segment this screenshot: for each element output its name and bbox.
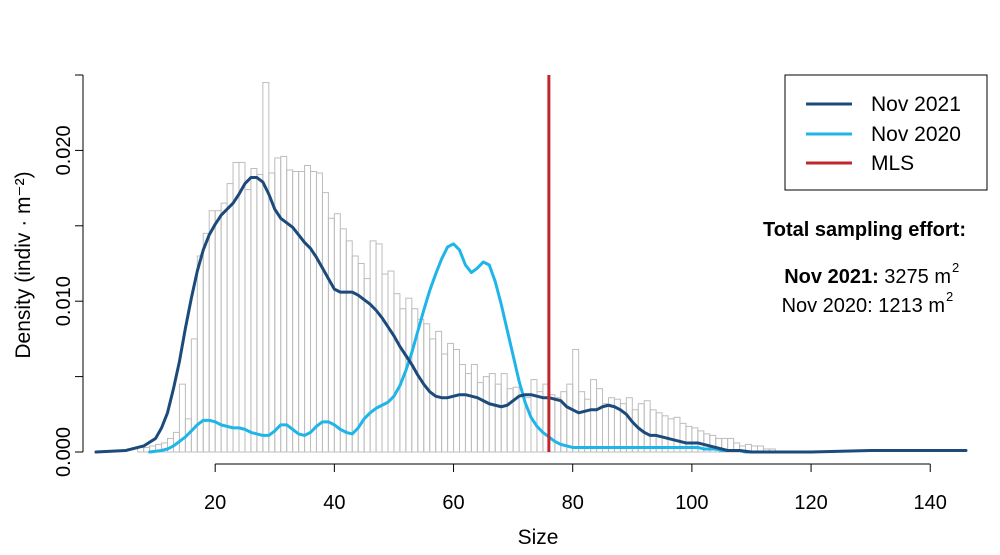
- histogram-bar: [238, 161, 246, 453]
- histogram-bar: [381, 273, 389, 453]
- histogram-bar: [250, 168, 258, 453]
- histogram-bar: [596, 388, 604, 453]
- histogram-bar: [602, 403, 609, 453]
- histogram-bar: [292, 171, 300, 453]
- histogram-bar: [280, 155, 288, 453]
- histogram-bar: [441, 353, 449, 453]
- x-axis-label: Size: [518, 526, 559, 549]
- histogram-bar: [453, 348, 460, 453]
- histogram-bar: [256, 174, 264, 453]
- histogram-bar: [226, 183, 234, 453]
- x-tick-label: 140: [914, 492, 947, 514]
- effort-nov-2020: Nov 2020: 1213 m: [782, 295, 945, 317]
- histogram-bar: [310, 171, 317, 453]
- histogram-bar: [500, 373, 508, 453]
- series-line-nov-2021: [94, 176, 968, 454]
- histogram-bar: [321, 192, 329, 453]
- histogram-bar: [232, 161, 240, 453]
- histogram-bar: [435, 330, 443, 453]
- histogram-bar: [488, 373, 496, 453]
- histogram-bar: [464, 373, 472, 453]
- histogram-bar: [631, 409, 639, 453]
- x-tick-label: 20: [204, 492, 226, 514]
- histogram-bar: [458, 364, 466, 453]
- histogram-bar: [208, 210, 216, 453]
- y-tick-label: 0.000: [53, 427, 75, 477]
- density-curves: [94, 176, 968, 454]
- histogram-bar: [625, 397, 633, 453]
- effort-nov-2021-value: 3275 m: [879, 266, 951, 288]
- histogram-bar: [178, 383, 186, 453]
- histogram-bar: [506, 388, 514, 453]
- legend: Nov 2021 Nov 2020 MLS: [784, 74, 988, 191]
- y-tick-label: 0.010: [53, 276, 75, 326]
- histogram-bar: [262, 82, 270, 453]
- histogram-bar: [274, 157, 282, 453]
- histogram-bar: [268, 172, 276, 453]
- y-axis-label: Density (indiv · m⁻²): [12, 171, 35, 358]
- histogram-bar: [214, 210, 222, 453]
- sampling-effort-note: Total sampling effort: Nov 2021: 3275 m …: [763, 219, 966, 317]
- y-tick-label: 0.020: [53, 125, 75, 175]
- histogram-bar: [190, 338, 198, 453]
- effort-nov-2021-exponent: 2: [952, 260, 959, 275]
- histogram-bar: [339, 228, 347, 453]
- histogram-bar: [387, 270, 395, 453]
- effort-nov-2020-exponent: 2: [946, 289, 953, 304]
- effort-title: Total sampling effort:: [763, 219, 966, 241]
- histogram-bar: [375, 243, 383, 453]
- histogram-bar: [566, 383, 574, 453]
- histogram-bar: [351, 255, 359, 453]
- histogram-bar: [286, 169, 294, 453]
- effort-nov-2021: Nov 2021: 3275 m: [784, 266, 951, 288]
- histogram-bar: [298, 171, 306, 453]
- x-tick-label: 40: [323, 492, 345, 514]
- histogram-bar: [590, 379, 598, 453]
- effort-nov-2021-label: Nov 2021:: [784, 266, 879, 288]
- histogram-bar: [405, 297, 413, 453]
- axes: 20 40 60 80 100 120 140 0.000 0.010 0.020: [53, 74, 947, 514]
- histogram-bar: [220, 202, 228, 453]
- histogram-bar: [584, 398, 592, 453]
- histogram-bar: [304, 164, 312, 453]
- x-tick-label: 60: [442, 492, 464, 514]
- legend-label-nov-2020: Nov 2020: [871, 123, 961, 146]
- histogram-bar: [494, 383, 502, 453]
- histogram-bar: [315, 172, 323, 453]
- histogram-bar: [393, 293, 401, 453]
- histogram-bar: [333, 213, 341, 453]
- histogram-bar: [369, 240, 377, 453]
- histogram-bar: [578, 391, 586, 453]
- x-tick-label: 100: [675, 492, 708, 514]
- histogram-bars: [137, 82, 776, 453]
- histogram-bar: [536, 391, 544, 453]
- x-tick-label: 80: [562, 492, 584, 514]
- histogram-bar: [470, 364, 478, 453]
- legend-label-nov-2021: Nov 2021: [871, 93, 961, 116]
- legend-label-mls: MLS: [871, 152, 914, 175]
- histogram-bar: [476, 382, 484, 453]
- histogram-bar: [417, 318, 425, 453]
- histogram-bar: [572, 348, 580, 453]
- histogram-bar: [643, 400, 651, 453]
- x-tick-label: 120: [794, 492, 827, 514]
- histogram-bar: [345, 240, 353, 453]
- histogram-bar: [327, 217, 335, 453]
- series-line-nov-2020: [148, 242, 783, 454]
- histogram-bar: [482, 376, 490, 453]
- histogram-bar: [244, 189, 252, 453]
- histogram-bar: [649, 409, 657, 453]
